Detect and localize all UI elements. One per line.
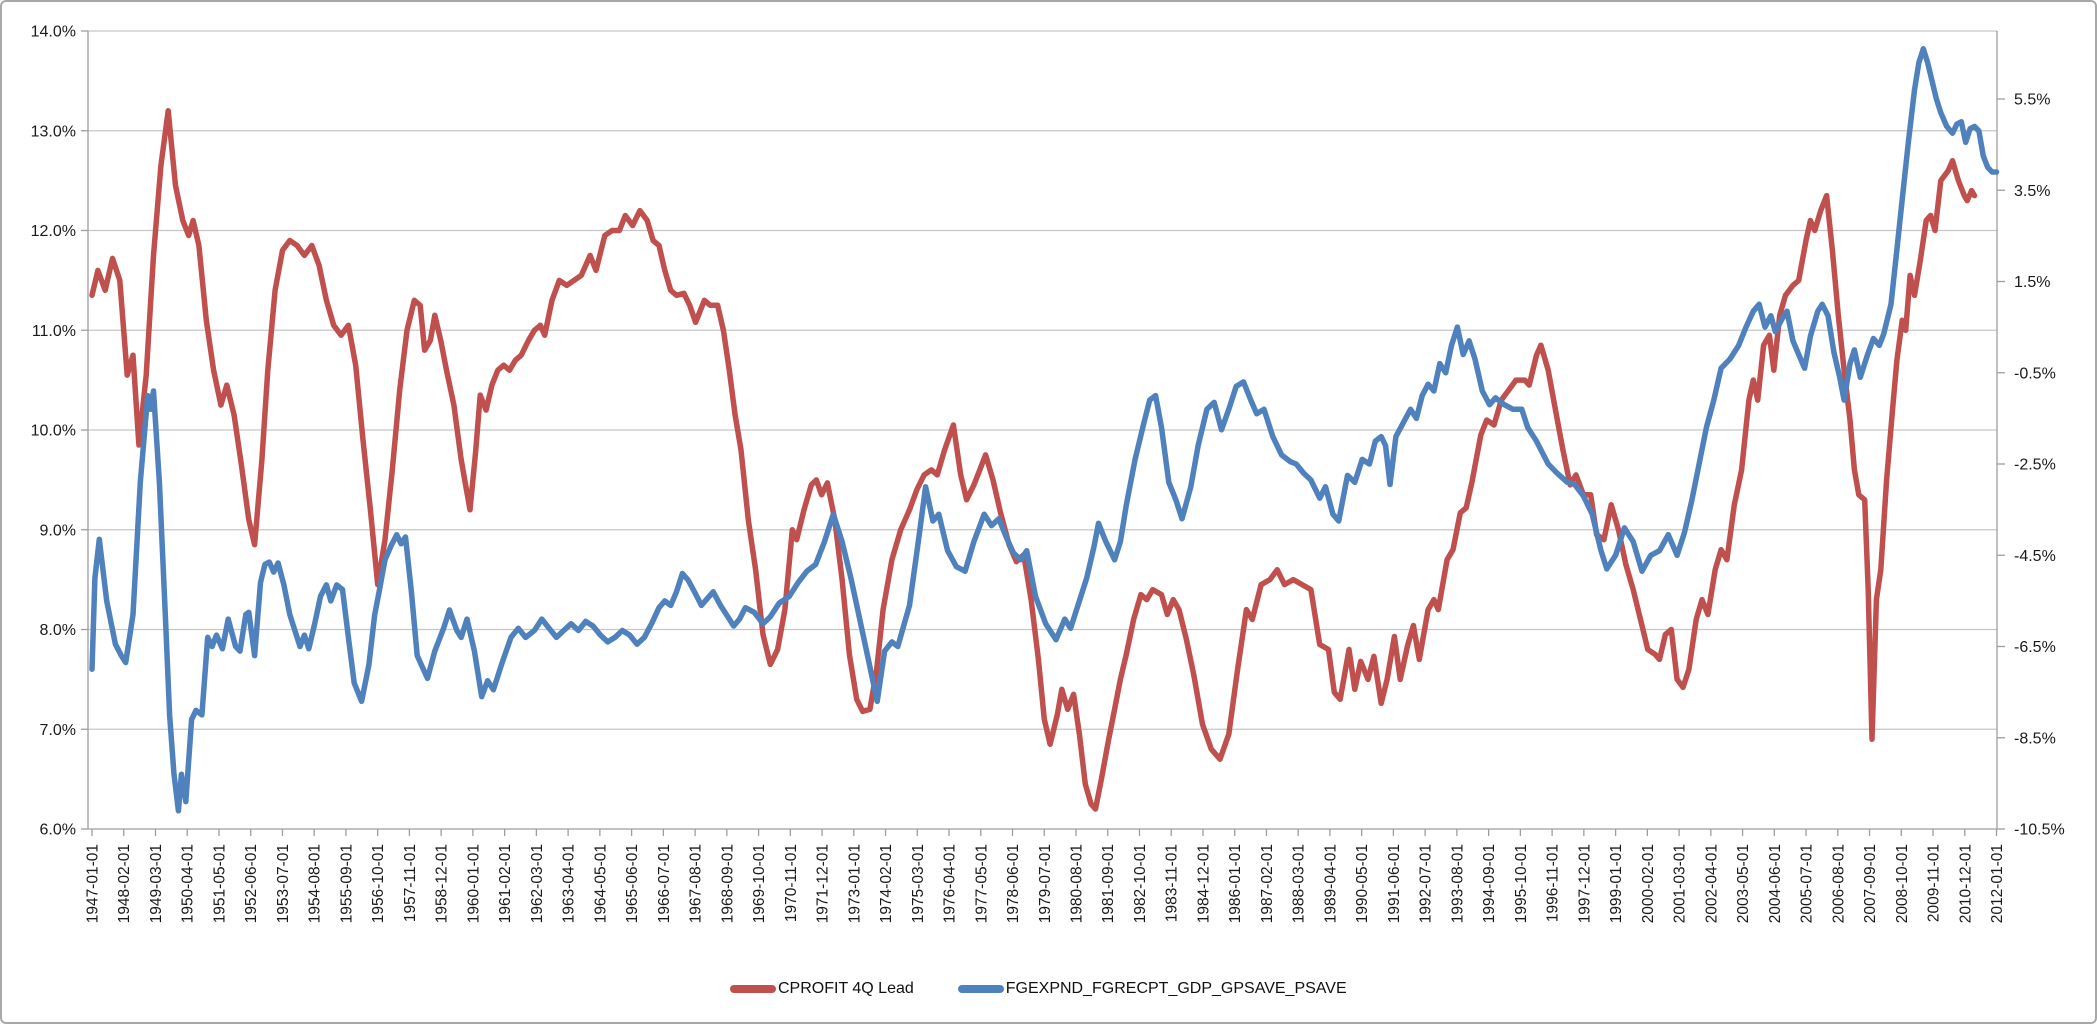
legend-swatch-red-line (730, 985, 776, 993)
x-axis-label: 1948-02-01 (116, 844, 133, 923)
x-axis-label: 1947-01-01 (85, 844, 102, 923)
right-axis-label: -4.5% (2014, 548, 2056, 565)
x-axis-label: 2001-03-01 (1672, 844, 1689, 923)
left-axis-label: 9.0% (40, 522, 76, 539)
x-axis-label: 1993-08-01 (1449, 844, 1466, 923)
legend-item-fgexpnd: FGEXPND_FGRECPT_GDP_GPSAVE_PSAVE (957, 980, 1347, 998)
x-axis-label: 1975-03-01 (910, 844, 927, 923)
x-axis-label: 1960-01-01 (465, 844, 482, 923)
legend-label-cprofit: CPROFIT 4Q Lead (778, 980, 914, 997)
x-axis-label: 1963-04-01 (561, 844, 578, 923)
x-axis-label: 1950-04-01 (180, 844, 197, 923)
x-axis-label: 2003-05-01 (1735, 844, 1752, 923)
left-axis-label: 13.0% (31, 123, 76, 140)
x-axis-label: 1967-08-01 (688, 844, 705, 923)
x-axis-label: 1981-09-01 (1100, 844, 1117, 923)
x-axis-label: 1955-09-01 (338, 844, 355, 923)
x-axis-label: 1964-05-01 (592, 844, 609, 923)
legend-item-cprofit: CPROFIT 4Q Lead (730, 980, 914, 998)
right-axis-label: -0.5% (2014, 365, 2056, 382)
legend: CPROFIT 4Q Lead FGEXPND_FGRECPT_GDP_GPSA… (730, 976, 1347, 1002)
x-axis-label: 1996-11-01 (1545, 844, 1562, 922)
left-axis-label: 6.0% (40, 822, 76, 839)
right-axis-label: 1.5% (2014, 274, 2050, 291)
x-axis-label: 1999-01-01 (1608, 844, 1625, 923)
x-axis-label: 1949-03-01 (148, 844, 165, 923)
x-axis-label: 1969-10-01 (751, 844, 768, 923)
x-axis-label: 1978-06-01 (1005, 844, 1022, 923)
x-axis-label: 1965-06-01 (624, 844, 641, 923)
right-axis-label: -8.5% (2014, 730, 2056, 747)
x-axis-label: 1957-11-01 (402, 844, 419, 922)
x-axis-label: 1958-12-01 (434, 844, 451, 923)
x-axis-label: 2006-08-01 (1830, 844, 1847, 923)
right-axis-label: -6.5% (2014, 639, 2056, 656)
x-axis-label: 1952-06-01 (243, 844, 260, 923)
x-axis-label: 1987-02-01 (1259, 844, 1276, 923)
x-axis-label: 1971-12-01 (815, 844, 832, 923)
x-axis-label: 1979-07-01 (1037, 844, 1054, 923)
x-axis-label: 2000-02-01 (1640, 844, 1657, 923)
left-axis-label: 14.0% (31, 24, 76, 41)
legend-swatch-blue-line (957, 985, 1004, 993)
legend-label-fgexpnd: FGEXPND_FGRECPT_GDP_GPSAVE_PSAVE (1005, 980, 1347, 997)
right-axis-label: -2.5% (2014, 457, 2056, 474)
x-axis-label: 2004-06-01 (1767, 844, 1784, 923)
x-axis-label: 1953-07-01 (275, 844, 292, 923)
x-axis-label: 1954-08-01 (307, 844, 324, 923)
left-axis-label: 7.0% (40, 722, 76, 739)
right-axis-label: -10.5% (2014, 822, 2065, 839)
x-axis-label: 1982-10-01 (1132, 844, 1149, 923)
x-axis-label: 2007-09-01 (1862, 844, 1879, 923)
x-axis-label: 2002-04-01 (1703, 844, 1720, 923)
x-axis-label: 1973-01-01 (846, 844, 863, 923)
series-line-cprofit (89, 108, 1978, 812)
right-axis-label: 3.5% (2014, 183, 2050, 200)
x-axis-label: 2005-07-01 (1799, 844, 1816, 923)
x-axis-label: 1983-11-01 (1164, 844, 1181, 922)
x-axis-label: 2009-11-01 (1926, 844, 1943, 922)
x-axis-label: 1976-04-01 (942, 844, 959, 923)
x-axis-label: 1995-10-01 (1513, 844, 1530, 923)
x-axis-label: 1990-05-01 (1354, 844, 1371, 923)
x-axis-label: 1951-05-01 (211, 844, 228, 923)
left-axis-label: 12.0% (31, 223, 76, 240)
x-axis-label: 1997-12-01 (1576, 844, 1593, 923)
x-axis-label: 1984-12-01 (1195, 844, 1212, 923)
x-axis-label: 1989-04-01 (1322, 844, 1339, 923)
x-axis-label: 1961-02-01 (497, 844, 514, 923)
left-axis-label: 10.0% (31, 423, 76, 440)
x-axis-label: 1991-06-01 (1386, 844, 1403, 923)
right-axis-label: 5.5% (2014, 92, 2050, 109)
x-axis-label: 1980-08-01 (1068, 844, 1085, 923)
x-axis-label: 1988-03-01 (1291, 844, 1308, 923)
x-axis-label: 1966-07-01 (656, 844, 673, 923)
x-axis-label: 1968-09-01 (719, 844, 736, 923)
x-axis-label: 1992-07-01 (1418, 844, 1435, 923)
x-axis-label: 1977-05-01 (973, 844, 990, 923)
x-axis-label: 1994-09-01 (1481, 844, 1498, 923)
x-axis-label: 1974-02-01 (878, 844, 895, 923)
x-axis-label: 1986-01-01 (1227, 844, 1244, 923)
x-axis-label: 2012-01-01 (1989, 844, 2006, 923)
left-axis-label: 11.0% (32, 323, 76, 340)
x-axis-label: 2008-10-01 (1894, 844, 1911, 923)
x-axis-label: 1956-10-01 (370, 844, 387, 923)
left-axis-label: 8.0% (40, 622, 76, 639)
x-axis-label: 1970-11-01 (783, 844, 800, 922)
series-line-fgexpnd (89, 46, 2000, 814)
x-axis-label: 1962-03-01 (529, 844, 546, 923)
x-axis-label: 2010-12-01 (1957, 844, 1974, 923)
